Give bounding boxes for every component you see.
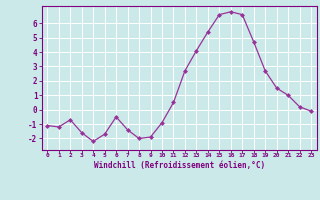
X-axis label: Windchill (Refroidissement éolien,°C): Windchill (Refroidissement éolien,°C)	[94, 161, 265, 170]
